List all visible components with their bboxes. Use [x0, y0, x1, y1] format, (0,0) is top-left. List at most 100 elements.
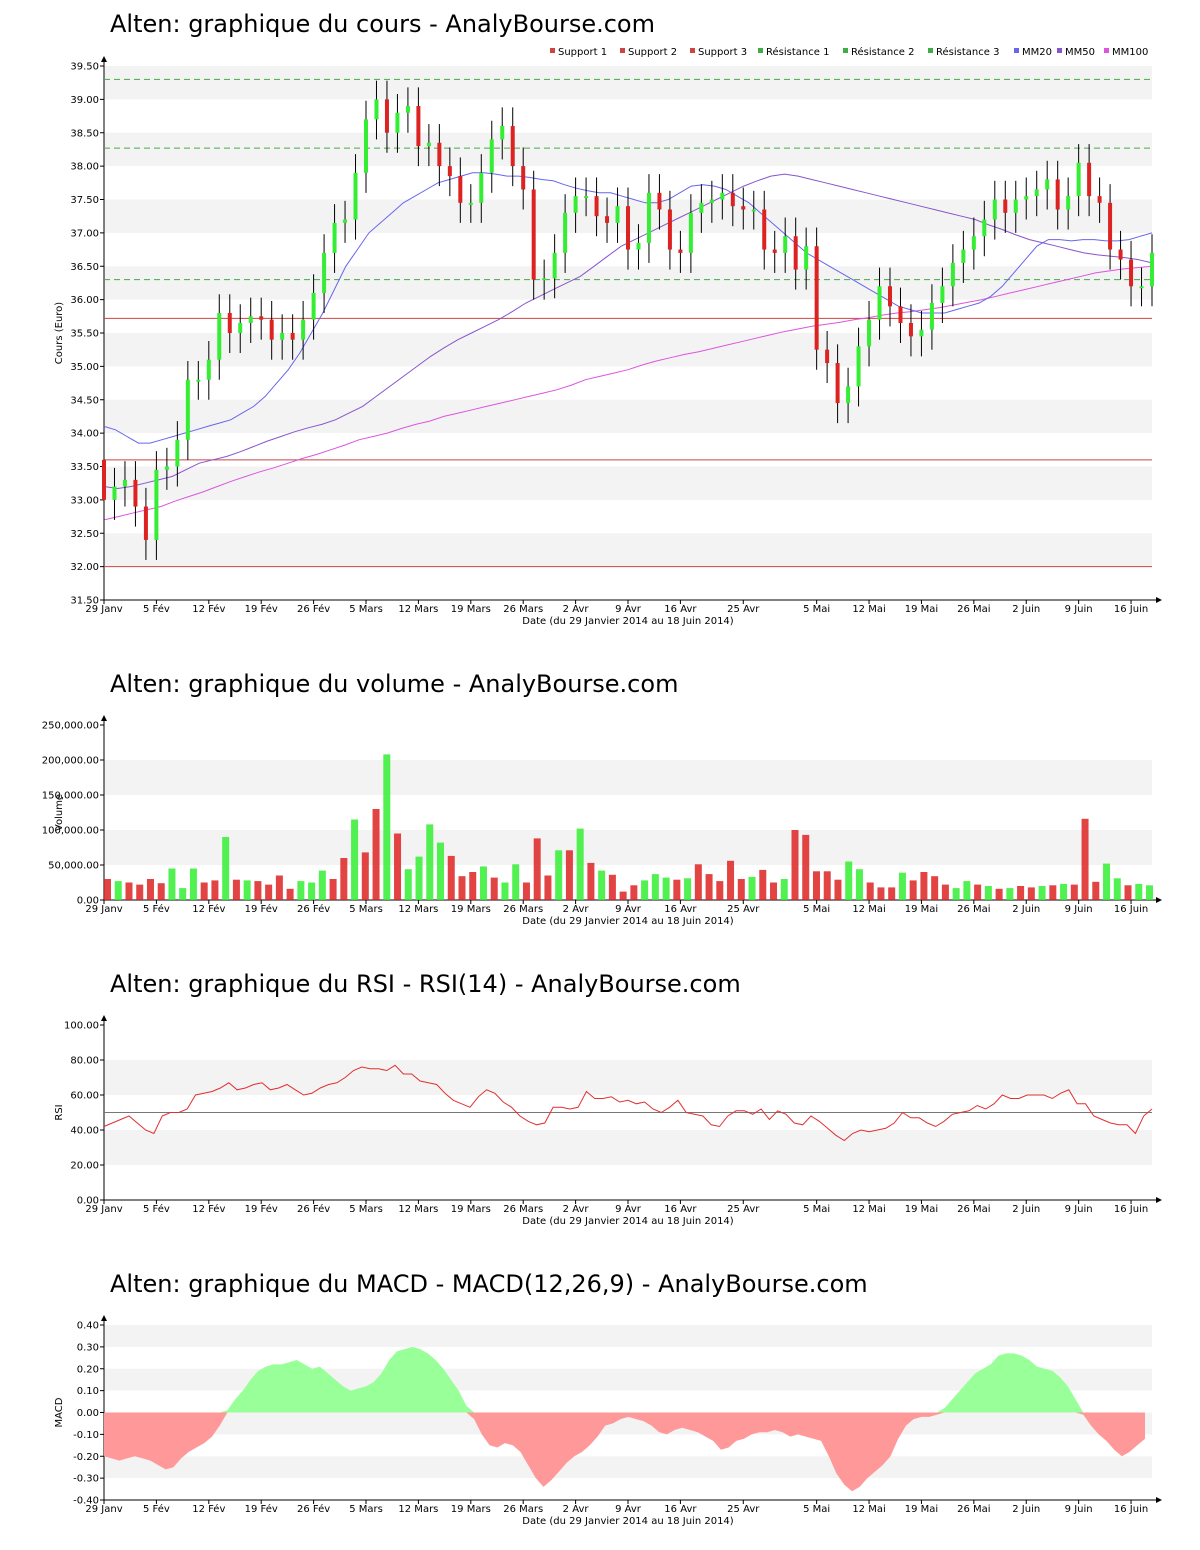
macd-y-axis-label: MACD	[54, 1397, 65, 1427]
candle-body	[154, 469, 159, 540]
candle-body	[343, 219, 348, 223]
rsi-x-tick-label: 5 Mars	[349, 1204, 383, 1215]
rsi-x-tick-label: 19 Mars	[451, 1204, 491, 1215]
candle-body	[982, 219, 987, 237]
volume-bar	[673, 879, 681, 900]
candle-body	[311, 292, 316, 320]
candle-body	[217, 312, 222, 360]
volume-bar	[189, 868, 197, 900]
candle-body	[594, 196, 599, 217]
volume-bar	[125, 882, 133, 900]
legend-entry: MM20	[1022, 47, 1052, 58]
rsi-x-tick-label: 16 Juin	[1114, 1204, 1148, 1215]
price-x-axis-arrow	[1156, 597, 1162, 603]
volume-bar	[479, 866, 487, 900]
volume-y-axis-label: Volume	[54, 794, 65, 831]
price-x-tick-label: 5 Mars	[349, 604, 383, 615]
volume-bar	[941, 884, 949, 900]
candle-body	[280, 333, 285, 340]
price-x-tick-label: 19 Fév	[245, 603, 278, 615]
price-y-axis-arrow	[101, 56, 107, 62]
candle-body	[374, 99, 379, 120]
macd-x-axis-arrow	[1156, 1497, 1162, 1503]
candle-body	[856, 346, 861, 387]
rsi-x-tick-label: 12 Fév	[192, 1203, 225, 1215]
macd-y-tick-label: 0.00	[77, 1408, 99, 1419]
candle-body	[688, 212, 693, 253]
price-grid-band	[104, 333, 1152, 367]
candle-body	[605, 216, 610, 223]
macd-x-tick-label: 29 Janv	[85, 1504, 122, 1515]
volume-bar	[146, 879, 154, 900]
rsi-x-axis-arrow	[1156, 1197, 1162, 1203]
volume-bar	[404, 869, 412, 900]
candle-body	[426, 142, 431, 147]
rsi-line	[103, 1064, 1153, 1142]
volume-y-tick-label: 50,000.00	[48, 861, 99, 872]
macd-y-tick-label: 0.10	[77, 1386, 99, 1397]
volume-bar	[318, 870, 326, 900]
candle-body	[1087, 162, 1092, 197]
legend-swatch	[758, 48, 763, 53]
rsi-x-tick-label: 2 Avr	[563, 1204, 590, 1215]
candle-body	[626, 206, 630, 250]
volume-bar	[694, 864, 702, 900]
volume-y-axis-arrow	[101, 715, 107, 721]
volume-bar	[1124, 885, 1132, 900]
candle-body	[175, 439, 180, 467]
candle-body	[762, 209, 767, 250]
price-x-tick-label: 26 Mars	[503, 604, 543, 615]
macd-positive-area	[104, 1346, 1145, 1413]
price-y-tick-label: 39.50	[70, 62, 99, 73]
volume-bar	[533, 838, 541, 900]
price-x-tick-label: 16 Avr	[664, 604, 697, 615]
volume-x-tick-label: 19 Mai	[905, 904, 938, 915]
volume-x-tick-label: 16 Avr	[664, 904, 697, 915]
price-y-tick-label: 32.50	[70, 529, 99, 540]
candle-body	[447, 166, 452, 177]
rsi-x-tick-label: 19 Mai	[905, 1204, 938, 1215]
volume-bar	[812, 871, 820, 900]
candle-body	[1118, 249, 1123, 260]
macd-y-axis-arrow	[101, 1315, 107, 1321]
candle-body	[521, 166, 526, 190]
candle-body	[867, 319, 872, 347]
candle-body	[1150, 252, 1154, 287]
volume-bar	[351, 819, 359, 900]
price-y-tick-label: 33.00	[70, 495, 99, 506]
price-x-tick-label: 2 Avr	[563, 604, 590, 615]
candle-body	[332, 222, 337, 253]
candle-body	[940, 286, 945, 303]
volume-x-tick-label: 12 Mai	[852, 904, 885, 915]
volume-bar	[232, 879, 240, 900]
volume-bar	[211, 880, 219, 900]
volume-x-tick-label: 26 Fév	[297, 903, 330, 915]
candle-body	[133, 479, 138, 507]
candle-body	[489, 139, 494, 173]
price-y-tick-label: 36.00	[70, 295, 99, 306]
candle-body	[122, 479, 127, 487]
price-x-tick-label: 29 Janv	[85, 604, 122, 615]
macd-x-tick-label: 12 Mars	[398, 1504, 438, 1515]
candle-body	[720, 192, 725, 200]
macd-y-tick-label: -0.10	[73, 1430, 99, 1441]
legend-swatch	[690, 48, 695, 53]
volume-bar	[802, 834, 810, 900]
price-chart-title: Alten: graphique du cours - AnalyBourse.…	[110, 10, 655, 38]
candle-body	[384, 99, 389, 133]
volume-x-tick-label: 12 Fév	[192, 903, 225, 915]
volume-bar	[855, 869, 863, 900]
rsi-x-axis-label: Date (du 29 Janvier 2014 au 18 Juin 2014…	[522, 1216, 734, 1227]
volume-bar	[898, 872, 906, 900]
volume-bar	[759, 869, 767, 900]
volume-x-axis-arrow	[1156, 897, 1162, 903]
candle-body	[730, 192, 735, 207]
volume-bar	[200, 882, 208, 900]
price-x-tick-label: 26 Fév	[297, 603, 330, 615]
legend-entry: MM100	[1112, 47, 1148, 58]
volume-bar	[555, 850, 563, 900]
volume-bar	[501, 882, 509, 900]
volume-bar	[490, 877, 498, 900]
candle-body	[164, 466, 169, 470]
